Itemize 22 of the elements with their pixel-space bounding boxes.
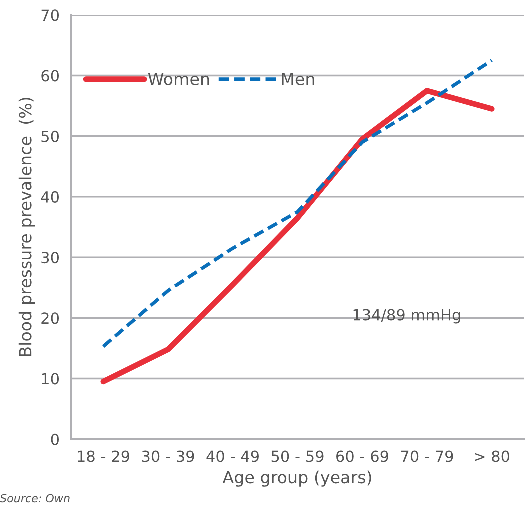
x-tick-label: 40 - 49 — [206, 450, 259, 462]
x-tick-label: 60 - 69 — [336, 450, 388, 462]
line-series — [102, 58, 494, 348]
source-note: Source: Own — [0, 494, 70, 503]
annotation: 134/89 mmHg — [354, 309, 460, 324]
y-tick-label: 40 — [41, 191, 60, 203]
x-tick-label: 70 - 79 — [401, 450, 454, 462]
y-axis-title: Blood pressure prevalence (%) — [18, 98, 36, 356]
legend-label: Women — [148, 73, 210, 86]
y-tick-label: 10 — [42, 373, 60, 385]
x-tick-label: 30 - 39 — [142, 450, 194, 462]
legend-label: Men — [282, 73, 314, 86]
y-tick-label: 0 — [51, 434, 60, 446]
y-tick-label: 20 — [42, 312, 60, 324]
y-tick-label: 60 — [42, 70, 60, 82]
y-tick-label: 70 — [42, 10, 60, 22]
x-tick-label: 18 - 29 — [78, 450, 130, 462]
x-tick-label: > 80 — [475, 450, 510, 462]
y-tick-label: 30 — [42, 252, 60, 264]
x-axis-title: Age group (years) — [222, 470, 372, 487]
y-tick-label: 50 — [42, 130, 60, 142]
x-tick-label: 50 - 59 — [272, 450, 324, 462]
